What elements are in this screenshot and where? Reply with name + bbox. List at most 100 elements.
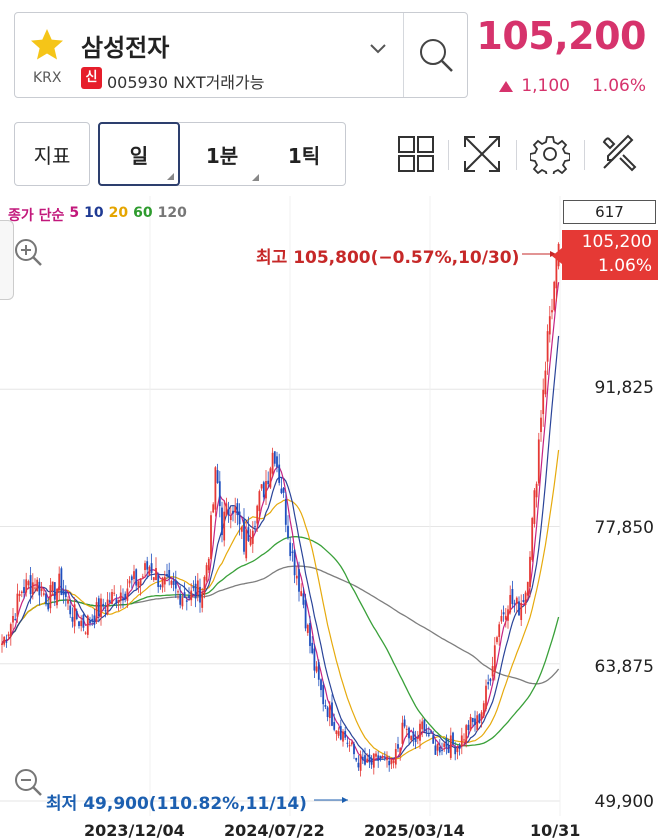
candle-body	[284, 498, 287, 525]
layout-grid-icon[interactable]	[396, 134, 436, 174]
candle-body	[130, 576, 133, 581]
candle-body	[60, 568, 63, 596]
x-tick-label: 10/31	[530, 821, 581, 839]
candle-body	[256, 505, 259, 524]
tools-icon[interactable]	[598, 134, 638, 174]
candle-body	[443, 743, 446, 748]
candle-body	[434, 745, 437, 755]
stock-selector[interactable]: 삼성전자 KRX 신 005930 NXT거래가능	[14, 12, 468, 98]
candle-body	[542, 389, 545, 415]
current-price: 105,200	[476, 14, 646, 58]
candle-body	[254, 526, 256, 528]
candle-body	[223, 511, 226, 541]
candle-body	[179, 594, 182, 605]
high-price-label: 최고 105,800(−0.57%,10/30)	[256, 248, 520, 268]
candle-body	[251, 530, 254, 544]
side-panel-handle[interactable]	[0, 220, 14, 300]
candle-body	[511, 588, 514, 605]
candle-body	[388, 760, 391, 766]
candle-body	[339, 726, 342, 740]
candle-body	[80, 620, 83, 627]
candle-body	[236, 503, 239, 516]
candle-body	[56, 589, 58, 606]
candle-body	[438, 747, 441, 753]
candle-body	[34, 587, 36, 589]
candle-body	[346, 742, 349, 744]
candle-body	[291, 551, 294, 553]
candle-body	[148, 566, 151, 576]
candle-body	[399, 747, 402, 754]
up-triangle-icon	[499, 80, 514, 92]
search-button[interactable]	[404, 13, 468, 97]
candle-body	[322, 684, 325, 705]
star-icon[interactable]	[29, 27, 65, 63]
tab-1min[interactable]: 1분	[181, 123, 263, 185]
candle-body	[207, 558, 210, 571]
candle-body	[84, 632, 87, 634]
candle-body	[185, 600, 188, 602]
candle-body	[29, 575, 32, 595]
candle-body	[141, 576, 144, 578]
candle-body	[526, 581, 529, 596]
candle-body	[225, 503, 228, 516]
candle-body	[333, 722, 336, 730]
candle-body	[240, 526, 243, 532]
candle-body	[306, 624, 309, 633]
candle-body	[383, 756, 386, 758]
price-chart[interactable]	[0, 196, 660, 839]
candle-body	[196, 580, 199, 596]
candle-body	[504, 615, 507, 620]
chevron-down-icon[interactable]	[369, 43, 387, 55]
candle-body	[357, 762, 360, 768]
candle-body	[36, 579, 39, 592]
candle-body	[47, 603, 50, 610]
candle-body	[337, 731, 340, 736]
indicator-button[interactable]: 지표	[14, 122, 90, 186]
candle-body	[23, 587, 25, 593]
candle-body	[412, 731, 415, 740]
candle-body	[474, 718, 476, 726]
candle-body	[177, 591, 179, 593]
candle-body	[69, 605, 72, 615]
tab-1tick[interactable]: 1틱	[263, 123, 345, 185]
stock-name[interactable]: 삼성전자	[81, 34, 170, 62]
candle-body	[20, 591, 23, 594]
candle-body	[491, 666, 494, 677]
gear-icon[interactable]	[530, 134, 570, 174]
candle-body	[518, 601, 520, 616]
candle-body	[108, 600, 111, 603]
candle-body	[377, 755, 380, 761]
candle-body	[368, 754, 371, 763]
candle-body	[533, 490, 536, 524]
zoom-out-icon[interactable]	[12, 766, 44, 798]
candle-body	[97, 598, 100, 617]
candle-body	[93, 615, 96, 625]
candle-body	[311, 642, 314, 654]
candle-body	[520, 602, 523, 620]
candle-body	[203, 576, 206, 595]
candle-body	[262, 482, 265, 498]
ma-legend[interactable]: 종가 단순 5 10 20 60 120	[8, 205, 187, 225]
tab-day[interactable]: 일	[98, 122, 180, 186]
candle-body	[27, 581, 30, 586]
candle-body	[419, 723, 421, 741]
zoom-in-icon[interactable]	[12, 236, 44, 268]
candle-body	[326, 707, 329, 718]
candle-body	[174, 581, 177, 589]
candle-body	[166, 574, 168, 576]
candle-body	[392, 760, 395, 763]
candle-body	[416, 737, 419, 739]
candle-body	[194, 583, 197, 599]
candle-body	[117, 599, 120, 603]
candle-body	[471, 717, 474, 723]
candle-body	[430, 730, 432, 732]
candle-body	[344, 730, 347, 738]
fullscreen-icon[interactable]	[462, 134, 502, 174]
candle-body	[423, 719, 426, 732]
candle-body	[515, 597, 518, 604]
candle-body	[144, 563, 146, 571]
candle-body	[469, 717, 472, 731]
candle-body	[205, 565, 208, 581]
candle-body	[111, 592, 113, 604]
candle-body	[467, 724, 470, 731]
